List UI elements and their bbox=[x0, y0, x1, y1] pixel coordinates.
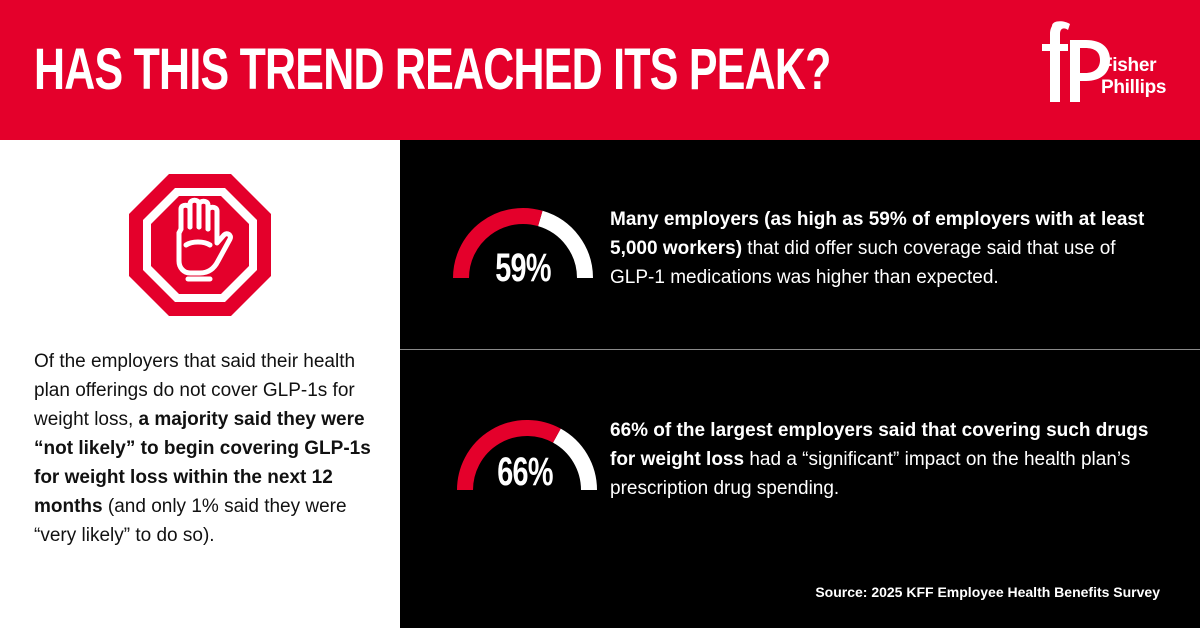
stat-1-bold: Many employers (as high as 59% of employ… bbox=[610, 209, 1145, 259]
stat-text-1: Many employers (as high as 59% of employ… bbox=[610, 205, 1160, 292]
gauge-value-arc bbox=[453, 208, 543, 279]
gauge-remainder-arc bbox=[537, 210, 593, 279]
stat-2-bold: 66% of the largest employers said that c… bbox=[610, 420, 1149, 470]
stat-1-rest: that did offer such coverage said that u… bbox=[610, 238, 1116, 288]
fisher-phillips-logo bbox=[1042, 21, 1110, 102]
header-banner: HAS THIS TREND REACHED ITS PEAK? bbox=[0, 0, 1200, 140]
left-text-part2: (and only 1% said they were “very likely… bbox=[34, 496, 347, 546]
gauge-59 bbox=[453, 208, 593, 279]
gauge-66 bbox=[457, 420, 597, 491]
left-text-part1: Of the employers that said their health … bbox=[34, 351, 356, 430]
logo-name-line1: Fisher bbox=[1101, 55, 1157, 76]
stop-hand-icon bbox=[129, 174, 271, 316]
left-text-bold: a majority said they were “not likely” t… bbox=[34, 409, 371, 517]
gauge-label-59: 59% bbox=[495, 246, 551, 290]
logo-name-line2: Phillips bbox=[1101, 77, 1167, 98]
stat-2-rest: had a “significant” impact on the health… bbox=[610, 449, 1131, 499]
section-divider bbox=[400, 349, 1200, 350]
headline: HAS THIS TREND REACHED ITS PEAK? bbox=[34, 37, 831, 102]
left-panel-text: Of the employers that said their health … bbox=[34, 347, 379, 550]
gauge-remainder-arc bbox=[552, 428, 597, 491]
source-note: Source: 2025 KFF Employee Health Benefit… bbox=[815, 584, 1160, 600]
stat-text-2: 66% of the largest employers said that c… bbox=[610, 416, 1160, 503]
gauge-value-arc bbox=[457, 420, 561, 491]
gauge-label-66: 66% bbox=[497, 450, 553, 494]
